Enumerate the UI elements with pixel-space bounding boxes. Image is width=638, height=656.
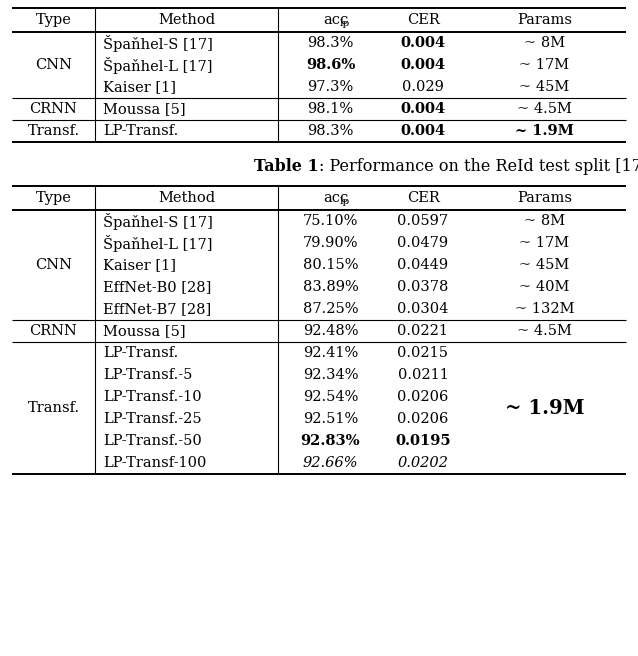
Text: Params: Params — [517, 191, 572, 205]
Text: ~ 17M: ~ 17M — [519, 236, 570, 250]
Text: LP-Transf.-5: LP-Transf.-5 — [103, 368, 193, 382]
Text: 0.0597: 0.0597 — [397, 214, 449, 228]
Text: EffNet-B0 [28]: EffNet-B0 [28] — [103, 280, 211, 294]
Text: 98.3%: 98.3% — [308, 124, 353, 138]
Text: 0.0195: 0.0195 — [395, 434, 451, 448]
Text: CNN: CNN — [35, 58, 72, 72]
Text: 98.6%: 98.6% — [306, 58, 355, 72]
Text: Kaiser [1]: Kaiser [1] — [103, 258, 176, 272]
Text: ~ 132M: ~ 132M — [515, 302, 574, 316]
Text: Method: Method — [158, 13, 215, 27]
Text: Moussa [5]: Moussa [5] — [103, 324, 186, 338]
Text: acc: acc — [323, 13, 349, 27]
Text: 0.004: 0.004 — [401, 58, 445, 72]
Text: LP-Transf.-10: LP-Transf.-10 — [103, 390, 202, 404]
Text: 79.90%: 79.90% — [303, 236, 359, 250]
Text: 98.1%: 98.1% — [308, 102, 353, 116]
Text: 0.0215: 0.0215 — [397, 346, 449, 360]
Text: 0.0206: 0.0206 — [397, 412, 449, 426]
Text: 92.83%: 92.83% — [300, 434, 360, 448]
Text: acc: acc — [323, 191, 349, 205]
Text: Type: Type — [36, 13, 71, 27]
Text: Transf.: Transf. — [27, 401, 80, 415]
Text: 0.0378: 0.0378 — [397, 280, 449, 294]
Text: ~ 40M: ~ 40M — [519, 280, 570, 294]
Text: 0.004: 0.004 — [401, 36, 445, 50]
Text: lp: lp — [339, 18, 350, 28]
Text: EffNet-B7 [28]: EffNet-B7 [28] — [103, 302, 211, 316]
Text: ~ 1.9M: ~ 1.9M — [505, 398, 584, 418]
Text: LP-Transf-100: LP-Transf-100 — [103, 456, 206, 470]
Text: Špaňhel-L [17]: Špaňhel-L [17] — [103, 234, 212, 251]
Text: ~ 4.5M: ~ 4.5M — [517, 102, 572, 116]
Text: Moussa [5]: Moussa [5] — [103, 102, 186, 116]
Text: CNN: CNN — [35, 258, 72, 272]
Text: 83.89%: 83.89% — [302, 280, 359, 294]
Text: lp: lp — [339, 197, 350, 205]
Text: 98.3%: 98.3% — [308, 36, 353, 50]
Text: 92.34%: 92.34% — [303, 368, 359, 382]
Text: 0.0479: 0.0479 — [397, 236, 449, 250]
Text: ~ 4.5M: ~ 4.5M — [517, 324, 572, 338]
Text: Špaňhel-L [17]: Špaňhel-L [17] — [103, 56, 212, 73]
Text: 80.15%: 80.15% — [303, 258, 359, 272]
Text: 0.0304: 0.0304 — [397, 302, 449, 316]
Text: Method: Method — [158, 191, 215, 205]
Text: 75.10%: 75.10% — [303, 214, 358, 228]
Text: Params: Params — [517, 13, 572, 27]
Text: 0.0211: 0.0211 — [397, 368, 449, 382]
Text: 92.66%: 92.66% — [303, 456, 359, 470]
Text: 92.41%: 92.41% — [303, 346, 358, 360]
Text: 0.004: 0.004 — [401, 124, 445, 138]
Text: 0.029: 0.029 — [402, 80, 444, 94]
Text: 97.3%: 97.3% — [308, 80, 353, 94]
Text: ~ 45M: ~ 45M — [519, 258, 570, 272]
Text: ~ 1.9M: ~ 1.9M — [515, 124, 574, 138]
Text: 0.004: 0.004 — [401, 102, 445, 116]
Text: Transf.: Transf. — [27, 124, 80, 138]
Text: CRNN: CRNN — [29, 324, 77, 338]
Text: 92.51%: 92.51% — [303, 412, 358, 426]
Text: Table 1: Table 1 — [255, 158, 319, 175]
Text: Type: Type — [36, 191, 71, 205]
Text: LP-Transf.: LP-Transf. — [103, 124, 178, 138]
Text: CER: CER — [406, 191, 440, 205]
Text: LP-Transf.-50: LP-Transf.-50 — [103, 434, 202, 448]
Text: ~ 8M: ~ 8M — [524, 36, 565, 50]
Text: 0.0202: 0.0202 — [397, 456, 449, 470]
Text: ~ 8M: ~ 8M — [524, 214, 565, 228]
Text: CER: CER — [406, 13, 440, 27]
Text: ~ 17M: ~ 17M — [519, 58, 570, 72]
Text: 0.0221: 0.0221 — [397, 324, 449, 338]
Text: 0.0449: 0.0449 — [397, 258, 449, 272]
Text: Špaňhel-S [17]: Špaňhel-S [17] — [103, 213, 213, 230]
Text: LP-Transf.: LP-Transf. — [103, 346, 178, 360]
Text: 92.48%: 92.48% — [303, 324, 359, 338]
Text: 87.25%: 87.25% — [303, 302, 359, 316]
Text: 0.0206: 0.0206 — [397, 390, 449, 404]
Text: ~ 45M: ~ 45M — [519, 80, 570, 94]
Text: : Performance on the ReId test split [17].: : Performance on the ReId test split [17… — [319, 158, 638, 175]
Text: LP-Transf.-25: LP-Transf.-25 — [103, 412, 202, 426]
Text: Špaňhel-S [17]: Špaňhel-S [17] — [103, 35, 213, 52]
Text: Kaiser [1]: Kaiser [1] — [103, 80, 176, 94]
Text: CRNN: CRNN — [29, 102, 77, 116]
Text: 92.54%: 92.54% — [303, 390, 358, 404]
